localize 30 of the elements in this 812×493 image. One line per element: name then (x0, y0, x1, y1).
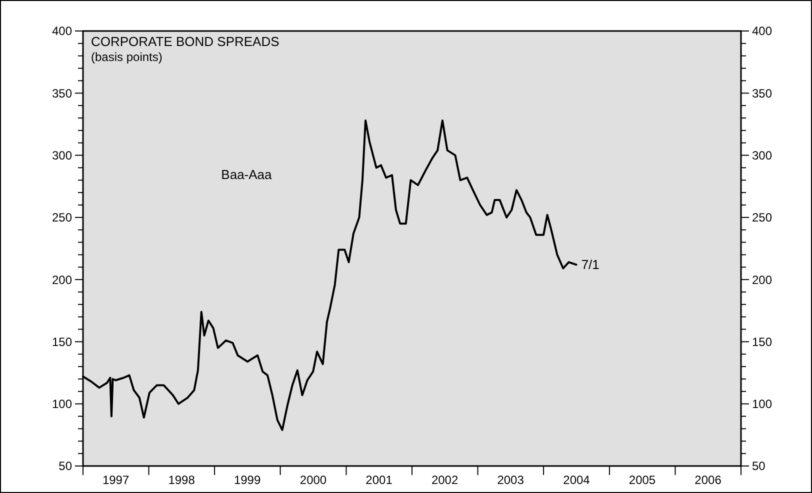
x-tick-label: 1997 (102, 473, 130, 487)
y-tick-label: 350 (52, 86, 72, 100)
x-tick-label: 2005 (628, 473, 656, 487)
y-tick-label: 150 (52, 334, 72, 349)
chart-title: CORPORATE BOND SPREADS (91, 34, 280, 49)
y2-tick-label: 300 (752, 148, 772, 162)
y-tick-label: 100 (52, 397, 72, 412)
y2-tick-label: 400 (752, 24, 772, 38)
x-tick-label: 1999 (234, 473, 261, 487)
y2-tick-label: 350 (752, 86, 772, 100)
y-tick-label: 50 (58, 459, 72, 474)
y2-tick-label: 100 (752, 397, 772, 412)
y2-tick-label: 200 (752, 272, 772, 287)
y2-tick-label: 50 (752, 459, 766, 474)
y2-tick-label: 250 (752, 210, 772, 225)
text: (basis points) (91, 50, 162, 64)
annotation: 7/1 (581, 257, 600, 272)
x-tick-label: 1998 (168, 473, 196, 487)
y-tick-label: 250 (52, 210, 72, 225)
x-tick-label: 2006 (694, 473, 722, 487)
y-tick-label: 200 (52, 272, 72, 287)
x-tick-label: 2002 (431, 473, 458, 487)
y2-tick-label: 150 (752, 334, 772, 349)
x-tick-label: 2004 (563, 473, 590, 487)
x-tick-label: 2003 (497, 473, 524, 487)
y-tick-label: 300 (52, 148, 72, 162)
x-tick-label: 2001 (366, 473, 393, 487)
y-tick-label: 400 (52, 24, 72, 38)
x-tick-label: 2000 (300, 473, 327, 487)
text: Baa-Aaa (221, 166, 273, 182)
